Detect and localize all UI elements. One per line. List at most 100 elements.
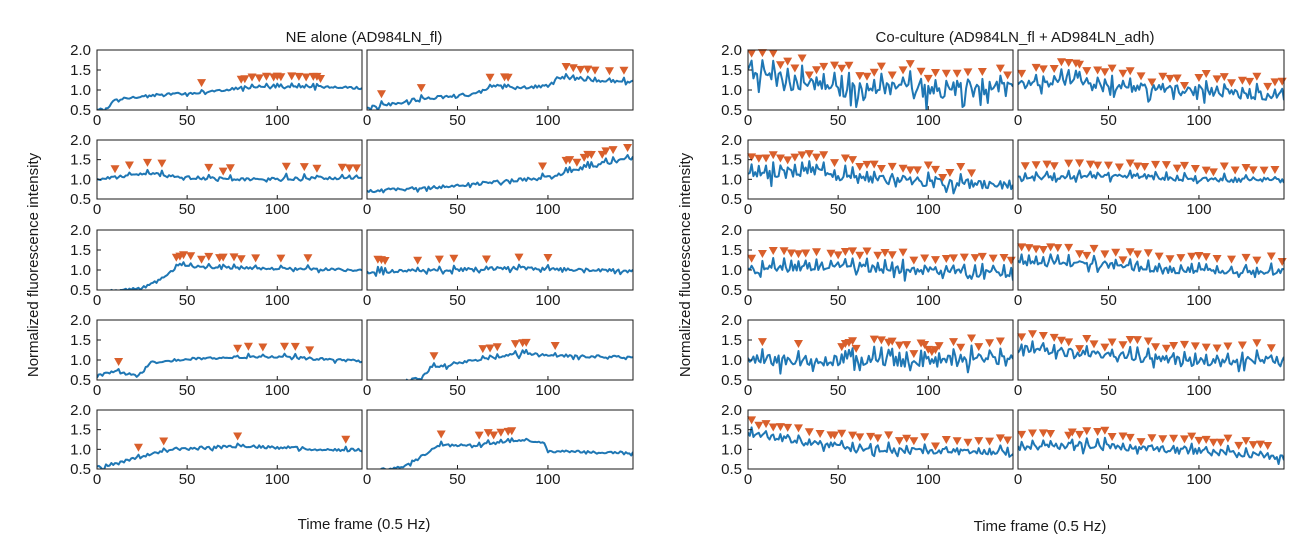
peak-marker [312, 164, 322, 173]
peak-marker [1237, 76, 1247, 85]
panel: 0 50 100 [363, 49, 634, 129]
peak-marker [1003, 436, 1013, 445]
peak-marker [754, 154, 764, 163]
peak-marker [761, 420, 771, 429]
peak-marker [124, 161, 134, 170]
peak-marker [1266, 252, 1276, 261]
x-tick-label: 50 [1100, 201, 1117, 218]
peak-marker [1125, 433, 1135, 442]
x-tick-label: 0 [1014, 112, 1022, 129]
peak-marker [949, 254, 959, 263]
peak-marker [999, 253, 1009, 262]
peak-marker [941, 435, 951, 444]
peak-marker [783, 156, 793, 165]
peak-marker [1201, 343, 1211, 352]
peak-marker [1003, 71, 1013, 80]
peak-marker [481, 255, 491, 264]
panel-frame [96, 409, 363, 470]
y-tick-label: 1.0 [721, 441, 742, 458]
peak-marker [851, 344, 861, 353]
trace-line [748, 59, 1013, 110]
peak-marker [233, 344, 243, 353]
peak-marker [930, 346, 940, 355]
peak-marker [258, 343, 268, 352]
x-tick-label: 0 [93, 201, 101, 218]
x-tick-label: 100 [265, 292, 290, 309]
peak-marker [1241, 253, 1251, 262]
panel-frame [366, 319, 634, 381]
peak-marker [299, 163, 309, 172]
peak-marker [1212, 254, 1222, 263]
x-tick-label: 0 [744, 292, 752, 309]
y-tick-label: 1.5 [70, 152, 91, 169]
x-tick-label: 0 [744, 471, 752, 488]
peak-marker [862, 247, 872, 256]
peak-marker [1176, 254, 1186, 263]
x-tick-label: 50 [830, 382, 847, 399]
peak-marker [604, 67, 614, 76]
panel-frame [366, 49, 634, 111]
peak-marker [920, 433, 930, 442]
x-tick-label: 100 [1186, 471, 1211, 488]
peak-marker [779, 247, 789, 256]
peak-marker [757, 249, 767, 258]
peak-marker [1241, 164, 1251, 173]
peak-marker [952, 69, 962, 78]
peak-marker [830, 431, 840, 440]
peak-marker [1227, 255, 1237, 264]
panel-frame [747, 319, 1014, 381]
peak-marker [1158, 435, 1168, 444]
peak-marker [1132, 250, 1142, 259]
peak-marker [768, 247, 778, 256]
panel: 0 50 100 [1014, 139, 1285, 218]
x-tick-label: 100 [265, 471, 290, 488]
trace-line [1018, 253, 1284, 279]
peak-marker [952, 437, 962, 446]
peak-marker [869, 68, 879, 77]
y-tick-label: 2.0 [721, 222, 742, 239]
trace-line [1018, 68, 1284, 104]
x-tick-label: 0 [363, 292, 371, 309]
y-tick-label: 0.5 [721, 282, 742, 299]
peak-marker [876, 164, 886, 173]
peak-marker [985, 339, 995, 348]
x-tick-label: 0 [363, 471, 371, 488]
peak-marker [114, 357, 124, 366]
peak-marker [1169, 341, 1179, 350]
peak-marker [1038, 429, 1048, 438]
y-tick-label: 0.5 [70, 372, 91, 389]
peak-marker [894, 341, 904, 350]
panel-frame [747, 409, 1014, 470]
peak-marker [757, 338, 767, 347]
peak-marker [833, 251, 843, 260]
peak-marker [848, 156, 858, 165]
x-tick-label: 0 [744, 201, 752, 218]
y-tick-label: 2.0 [70, 312, 91, 329]
panel: 0 50 100 [1014, 319, 1285, 399]
peak-marker [157, 159, 167, 168]
chart-title: NE alone (AD984LN_fl) [286, 29, 443, 46]
peak-marker [855, 163, 865, 172]
peak-marker [225, 164, 235, 173]
y-tick-label: 2.0 [721, 42, 742, 59]
peak-marker [186, 252, 196, 261]
x-tick-label: 100 [535, 292, 560, 309]
panel: 0 50 100 0.5 1.0 1.5 2.0 [70, 402, 363, 488]
peak-marker [930, 165, 940, 174]
y-tick-label: 1.0 [70, 441, 91, 458]
peak-marker [429, 352, 439, 361]
peak-marker [303, 254, 313, 263]
peak-marker [1179, 82, 1189, 91]
peak-marker [840, 247, 850, 256]
peak-marker [1179, 161, 1189, 170]
peak-marker [902, 341, 912, 350]
peak-marker [1075, 345, 1085, 354]
y-tick-label: 0.5 [70, 282, 91, 299]
peak-marker [797, 54, 807, 63]
peak-marker [281, 162, 291, 171]
panel: 0 50 100 0.5 1.0 1.5 2.0 [70, 42, 363, 129]
peak-marker [1216, 438, 1226, 447]
peak-marker [804, 150, 814, 159]
trace-line [748, 257, 1013, 282]
peak-marker [1093, 161, 1103, 170]
